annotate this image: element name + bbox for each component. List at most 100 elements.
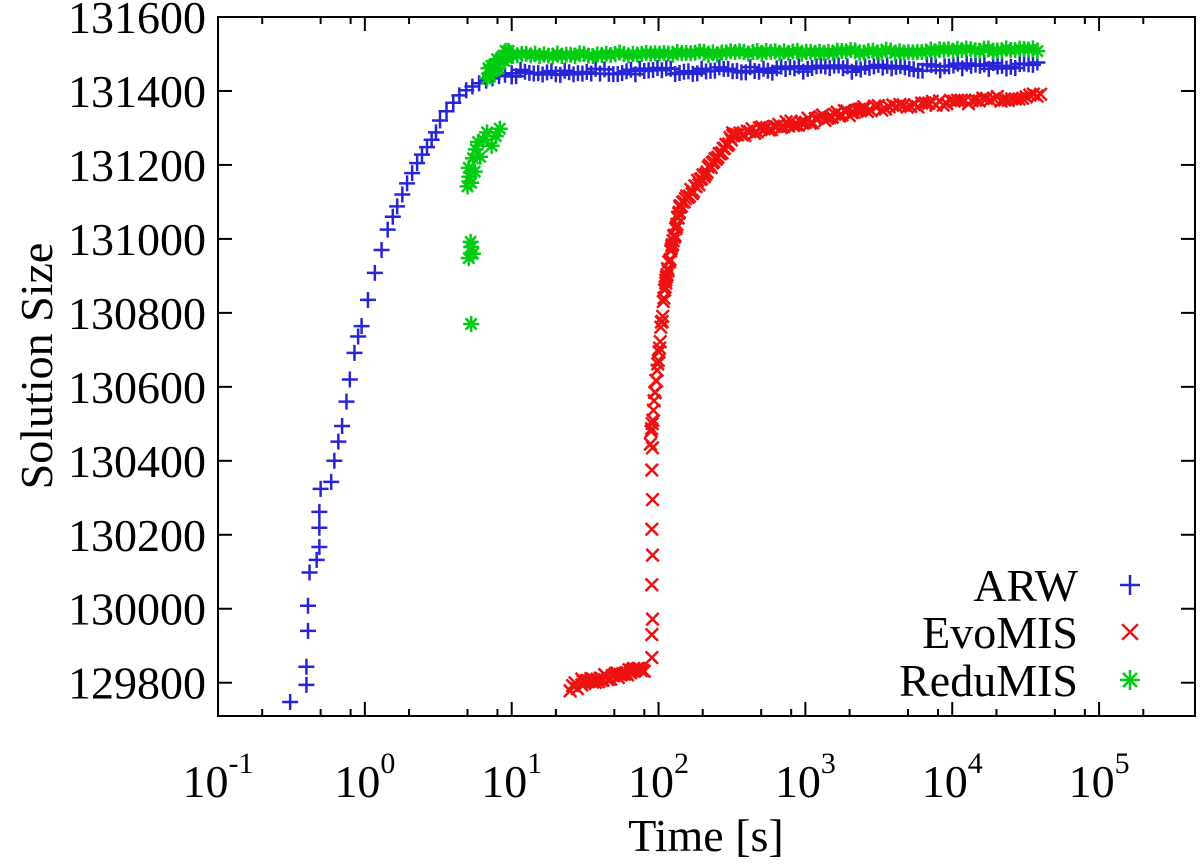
y-tick-label: 131200 [68, 140, 206, 191]
marker-point [922, 41, 939, 58]
marker-point [326, 452, 343, 469]
marker-point [298, 658, 315, 675]
marker-point [472, 148, 489, 165]
legend-label-evomis: EvoMIS [922, 607, 1078, 658]
marker-point [644, 522, 659, 537]
legend-label-arw: ARW [973, 560, 1078, 611]
marker-point [338, 393, 355, 410]
data-series [282, 40, 1048, 710]
marker-point [462, 233, 479, 250]
marker-point [654, 314, 670, 329]
marker-point [409, 155, 426, 172]
marker-point [464, 78, 481, 95]
marker-point [518, 45, 535, 62]
marker-point [379, 221, 396, 238]
marker-point [936, 98, 951, 113]
x-tick-label: 101 [481, 747, 542, 807]
plot-frame [217, 16, 1196, 717]
marker-point [312, 480, 329, 497]
marker-point [499, 50, 515, 67]
marker-point [464, 150, 481, 167]
marker-point [299, 622, 316, 639]
marker-point [598, 45, 615, 62]
marker-point [927, 43, 944, 60]
marker-point [404, 165, 421, 182]
marker-point [373, 242, 390, 258]
x-tick-label: 10-1 [183, 747, 254, 807]
marker-point [998, 40, 1015, 57]
marker-point [1029, 88, 1045, 104]
legend-marker-evomis [1121, 623, 1139, 641]
marker-point [644, 577, 659, 592]
marker-point [649, 373, 664, 389]
marker-point [650, 356, 665, 372]
marker-point [509, 47, 526, 64]
marker-point [637, 664, 652, 679]
marker-point [767, 43, 784, 60]
marker-point [687, 44, 704, 61]
marker-point [645, 547, 660, 563]
marker-point [882, 42, 899, 59]
x-tick-label: 100 [334, 747, 395, 807]
marker-point [653, 334, 668, 349]
marker-point [366, 264, 383, 281]
marker-point [399, 175, 416, 192]
y-tick-label: 130600 [68, 362, 206, 413]
marker-point [607, 46, 624, 63]
marker-point [311, 538, 328, 555]
x-tick-label: 102 [628, 747, 689, 807]
x-tick-label: 103 [775, 747, 836, 807]
marker-point [648, 385, 663, 400]
marker-point [491, 120, 508, 137]
marker-point [487, 128, 504, 145]
marker-point [656, 294, 671, 309]
marker-point [944, 42, 961, 59]
marker-point [463, 315, 480, 332]
marker-point [350, 328, 367, 345]
y-tick-label: 130200 [68, 510, 206, 561]
marker-point [776, 43, 793, 60]
marker-point [655, 309, 670, 324]
marker-point [311, 519, 328, 536]
y-tick-label: 130800 [68, 288, 206, 339]
marker-point [527, 45, 544, 62]
legend-marker-redumis [1120, 670, 1140, 690]
legend-label-redumis: ReduMIS [899, 655, 1078, 706]
marker-point [620, 47, 637, 64]
marker-point [736, 43, 753, 60]
marker-point [470, 134, 487, 151]
marker-point [299, 597, 316, 614]
marker-point [479, 124, 496, 141]
marker-point [838, 43, 855, 60]
marker-point [1033, 87, 1048, 102]
marker-point [562, 46, 579, 63]
marker-point [700, 46, 717, 63]
series-arw [282, 54, 1046, 710]
marker-point [483, 137, 500, 154]
marker-point [584, 48, 601, 65]
marker-point [1029, 43, 1046, 60]
marker-point [780, 44, 797, 61]
marker-point [615, 45, 632, 62]
y-tick-label: 130000 [68, 584, 206, 635]
marker-point [1015, 91, 1030, 106]
marker-point [522, 47, 539, 64]
marker-point [334, 418, 351, 435]
marker-point [463, 174, 480, 191]
series-evomis [563, 87, 1048, 698]
y-tick-label: 129800 [68, 658, 206, 709]
marker-point [971, 43, 988, 60]
marker-point [918, 43, 935, 60]
marker-point [771, 45, 788, 61]
marker-point [394, 186, 411, 203]
marker-point [460, 159, 477, 176]
marker-point [427, 124, 444, 141]
marker-point [1007, 42, 1024, 59]
marker-point [531, 48, 548, 65]
marker-point [359, 291, 376, 308]
marker-point [643, 436, 658, 452]
marker-point [282, 693, 299, 710]
marker-point [887, 44, 904, 61]
marker-point [874, 103, 889, 118]
marker-point [993, 42, 1010, 59]
